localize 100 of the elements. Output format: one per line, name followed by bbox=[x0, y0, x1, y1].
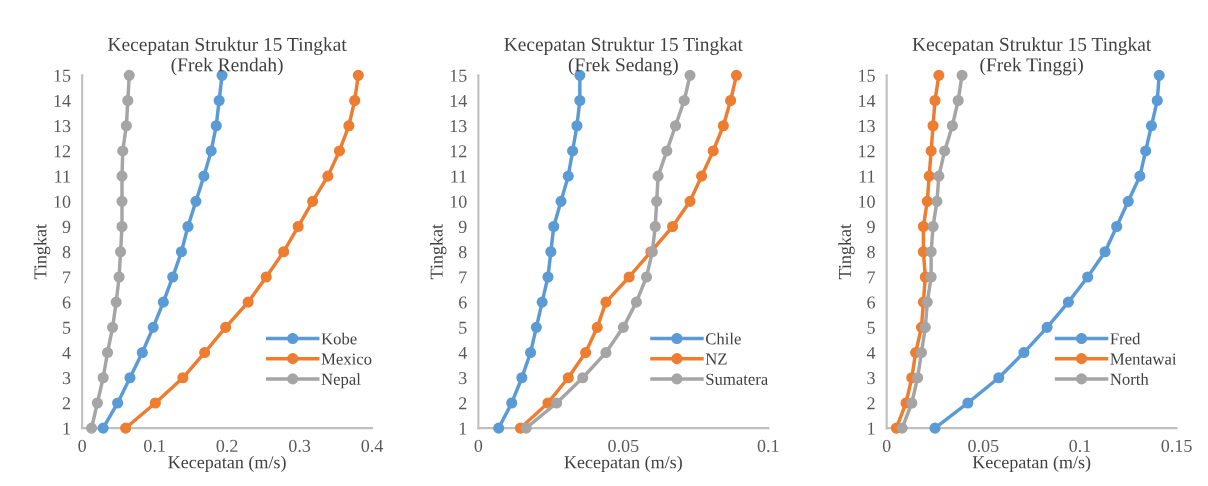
y-tick-label: 10 bbox=[859, 195, 875, 208]
y-tick-label: 11 bbox=[55, 170, 70, 183]
legend-label: Chile bbox=[705, 332, 741, 345]
x-tick-label: 0.05 bbox=[608, 439, 639, 453]
point bbox=[1018, 347, 1030, 359]
point bbox=[921, 296, 933, 308]
point bbox=[352, 69, 364, 81]
point bbox=[933, 69, 945, 81]
point bbox=[116, 220, 128, 233]
point bbox=[91, 397, 103, 409]
y-tick-label: 9 bbox=[867, 220, 875, 233]
point bbox=[1134, 170, 1146, 182]
point bbox=[122, 94, 134, 107]
y-tick-label: 11 bbox=[451, 170, 467, 183]
legend-label: Mexico bbox=[321, 353, 372, 365]
y-tick-label: 3 bbox=[459, 372, 467, 385]
x-axis-title: Kecepatan (m/s) bbox=[564, 455, 682, 473]
y-tick-label: 13 bbox=[859, 120, 875, 133]
y-tick-label: 9 bbox=[62, 220, 71, 233]
point bbox=[175, 246, 187, 258]
y-tick-label: 3 bbox=[62, 372, 71, 385]
point bbox=[555, 195, 567, 207]
point bbox=[548, 220, 560, 233]
point bbox=[623, 271, 635, 283]
point bbox=[896, 422, 908, 434]
point bbox=[101, 347, 114, 359]
point bbox=[725, 94, 737, 107]
point bbox=[1062, 296, 1074, 308]
point bbox=[925, 246, 937, 258]
point bbox=[349, 94, 361, 107]
y-tick-label: 7 bbox=[459, 271, 467, 284]
point bbox=[921, 195, 933, 207]
point bbox=[684, 195, 696, 207]
point bbox=[933, 170, 945, 182]
point bbox=[661, 145, 673, 157]
point bbox=[577, 372, 589, 384]
y-tick-label: 13 bbox=[54, 120, 71, 133]
x-tick-label: 0.15 bbox=[1161, 439, 1192, 453]
y-tick-label: 4 bbox=[458, 346, 467, 359]
point bbox=[86, 422, 98, 434]
point bbox=[110, 296, 122, 308]
y-tick-label: 15 bbox=[859, 69, 875, 82]
point bbox=[917, 220, 929, 233]
point bbox=[493, 422, 505, 434]
y-tick-label: 12 bbox=[450, 145, 467, 158]
point bbox=[962, 397, 974, 409]
y-tick-label: 5 bbox=[459, 321, 467, 334]
point bbox=[182, 220, 194, 233]
y-tick-label: 14 bbox=[450, 94, 467, 107]
y-tick-label: 2 bbox=[867, 397, 875, 410]
point bbox=[925, 271, 937, 283]
point bbox=[198, 170, 210, 182]
x-axis-title: Kecepatan (m/s) bbox=[168, 455, 286, 473]
point bbox=[520, 422, 532, 434]
point bbox=[190, 195, 202, 207]
point bbox=[545, 246, 557, 258]
point bbox=[946, 120, 958, 132]
point bbox=[927, 120, 939, 132]
y-tick-label: 12 bbox=[859, 145, 875, 158]
point bbox=[678, 94, 690, 107]
point bbox=[1099, 246, 1111, 258]
point bbox=[307, 195, 319, 207]
point bbox=[931, 195, 943, 207]
point bbox=[707, 145, 719, 157]
y-tick-label: 15 bbox=[54, 69, 71, 82]
x-tick-label: 0 bbox=[78, 439, 86, 452]
y-tick-label: 7 bbox=[63, 271, 71, 284]
point bbox=[524, 347, 537, 359]
point bbox=[278, 246, 290, 258]
point bbox=[730, 69, 742, 81]
legend-label: Kobe bbox=[321, 332, 357, 345]
point bbox=[113, 271, 125, 283]
y-tick-label: 4 bbox=[62, 346, 71, 359]
point bbox=[322, 170, 334, 182]
y-tick-label: 13 bbox=[450, 120, 467, 133]
point bbox=[580, 347, 592, 359]
point bbox=[912, 372, 924, 384]
point bbox=[124, 372, 136, 384]
x-tick-label: 0.1 bbox=[1069, 439, 1091, 453]
point bbox=[923, 170, 935, 182]
y-tick-label: 11 bbox=[859, 170, 875, 183]
point bbox=[112, 397, 124, 409]
x-tick-label: 0.3 bbox=[288, 439, 311, 453]
point bbox=[927, 220, 939, 233]
point bbox=[107, 321, 119, 333]
y-axis-title: Tingkat bbox=[838, 224, 855, 280]
point bbox=[1153, 69, 1165, 81]
legend-label: Fred bbox=[1110, 332, 1141, 345]
point bbox=[210, 120, 222, 132]
point bbox=[1140, 145, 1152, 157]
x-tick-label: 0 bbox=[882, 439, 891, 452]
point bbox=[669, 120, 682, 132]
x-tick-label: 0.1 bbox=[757, 439, 779, 453]
point bbox=[1122, 195, 1134, 207]
point bbox=[649, 220, 661, 233]
point bbox=[116, 195, 128, 207]
point bbox=[220, 321, 232, 333]
legend-label: North bbox=[1110, 373, 1149, 385]
point bbox=[343, 120, 355, 132]
point bbox=[516, 372, 528, 384]
